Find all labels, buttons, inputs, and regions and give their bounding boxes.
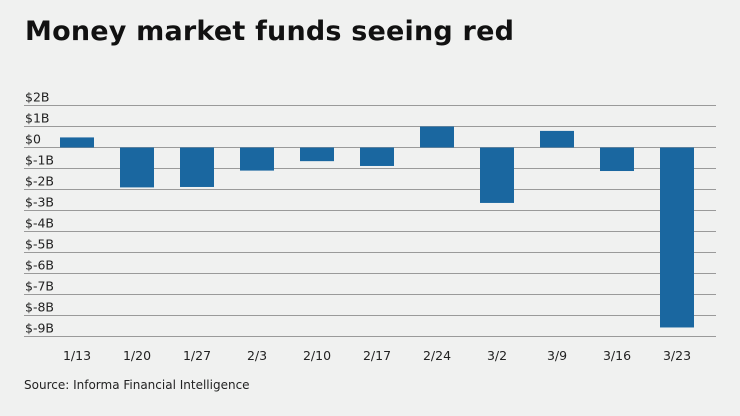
chart-title: Money market funds seeing red bbox=[25, 16, 515, 47]
bar bbox=[480, 147, 514, 203]
y-tick-label: $-7B bbox=[25, 279, 54, 294]
bar bbox=[660, 147, 694, 328]
x-tick-label: 1/27 bbox=[183, 348, 211, 363]
y-tick-label: $-6B bbox=[25, 258, 54, 273]
bar bbox=[360, 147, 394, 166]
bar bbox=[300, 147, 334, 162]
y-tick-label: $-8B bbox=[25, 300, 54, 315]
x-tick-label: 2/17 bbox=[363, 348, 391, 363]
x-tick-label: 3/16 bbox=[603, 348, 631, 363]
x-tick-label: 2/10 bbox=[303, 348, 331, 363]
x-tick-label: 2/3 bbox=[247, 348, 267, 363]
y-tick-label: $-1B bbox=[25, 153, 54, 168]
y-tick-label: $2B bbox=[25, 90, 49, 105]
y-tick-label: $0 bbox=[25, 132, 41, 147]
x-tick-label: 1/20 bbox=[123, 348, 151, 363]
y-tick-label: $-4B bbox=[25, 216, 54, 231]
bar bbox=[600, 147, 634, 172]
y-tick-label: $-9B bbox=[25, 321, 54, 336]
bar bbox=[60, 137, 94, 148]
source-note: Source: Informa Financial Intelligence bbox=[24, 378, 250, 392]
x-tick-label: 3/2 bbox=[487, 348, 507, 363]
bar bbox=[540, 130, 574, 148]
x-tick-label: 3/9 bbox=[547, 348, 567, 363]
y-tick-label: $-5B bbox=[25, 237, 54, 252]
y-tick-label: $-3B bbox=[25, 195, 54, 210]
x-tick-label: 1/13 bbox=[63, 348, 91, 363]
y-tick-label: $-2B bbox=[25, 174, 54, 189]
bar bbox=[240, 147, 274, 171]
y-tick-label: $1B bbox=[25, 111, 49, 126]
bar bbox=[120, 147, 154, 188]
bar bbox=[420, 126, 454, 148]
x-tick-label: 3/23 bbox=[663, 348, 691, 363]
x-tick-label: 2/24 bbox=[423, 348, 451, 363]
bar bbox=[180, 147, 214, 187]
